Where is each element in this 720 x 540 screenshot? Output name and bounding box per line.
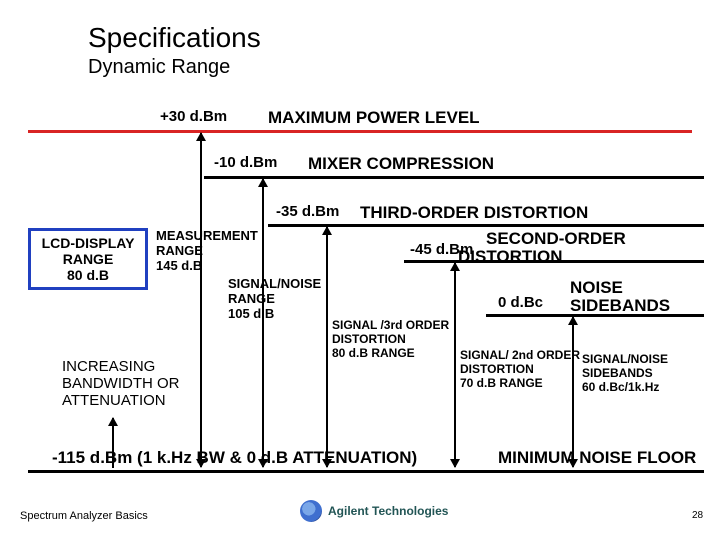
page-number: 28	[692, 510, 703, 521]
meas-line1: MEASUREMENT	[156, 228, 258, 243]
level-noise-name: NOISE SIDEBANDS	[570, 278, 670, 316]
level-mixer-value: -10 d.Bm	[214, 154, 277, 171]
rule-floor	[28, 470, 704, 473]
logo-block: Agilent Technologies	[300, 500, 448, 522]
lcd-line2: RANGE	[37, 251, 139, 267]
meas-line2: RANGE	[156, 243, 258, 258]
sigsn-line1: SIGNAL/NOISE	[582, 352, 668, 366]
logo-text: Agilent Technologies	[328, 504, 448, 518]
sig-second-block: SIGNAL/ 2nd ORDER DISTORTION 70 d.B RANG…	[460, 348, 580, 390]
increasing-block: INCREASING BANDWIDTH OR ATTENUATION	[62, 358, 180, 409]
sig-noise-block: SIGNAL/NOISE SIDEBANDS 60 d.Bc/1k.Hz	[582, 352, 668, 394]
level-floor-name: MINIMUM NOISE FLOOR	[498, 448, 696, 468]
level-third-value: -35 d.Bm	[276, 203, 339, 220]
level-second-name1: SECOND-ORDER	[486, 229, 626, 249]
sn-range-block: SIGNAL/NOISE RANGE 105 d.B	[228, 276, 321, 321]
level-max-value: +30 d.Bm	[160, 108, 227, 125]
arrow-sig-second	[454, 263, 456, 467]
arrow-meas-range	[200, 133, 202, 467]
inc-line1: INCREASING	[62, 358, 180, 375]
sig2-line2: DISTORTION	[460, 362, 580, 376]
level-noise-value: 0 d.Bc	[498, 294, 543, 311]
inc-line2: BANDWIDTH OR	[62, 375, 180, 392]
sig3-line3: 80 d.B RANGE	[332, 346, 449, 360]
meas-line3: 145 d.B	[156, 258, 258, 273]
level-third-name: THIRD-ORDER DISTORTION	[360, 203, 588, 223]
rule-third	[268, 224, 704, 227]
sig2-line3: 70 d.B RANGE	[460, 376, 580, 390]
lcd-line3: 80 d.B	[37, 267, 139, 283]
arrow-increasing-up	[112, 418, 114, 468]
arrow-sig-third	[326, 227, 328, 467]
arrow-sn-range	[262, 179, 264, 467]
level-max-name: MAXIMUM POWER LEVEL	[268, 108, 480, 128]
agilent-logo-icon	[300, 500, 322, 522]
sn-line2: RANGE	[228, 291, 321, 306]
rule-mixer	[204, 176, 704, 179]
page-subtitle: Dynamic Range	[88, 56, 230, 79]
meas-range-block: MEASUREMENT RANGE 145 d.B	[156, 228, 258, 273]
level-floor-value: -115 d.Bm (1 k.Hz BW & 0 d.B ATTENUATION…	[52, 448, 417, 468]
lcd-line1: LCD-DISPLAY	[37, 235, 139, 251]
rule-red-top	[28, 130, 692, 133]
inc-line3: ATTENUATION	[62, 392, 180, 409]
level-noise-name2: SIDEBANDS	[570, 296, 670, 316]
sig-third-block: SIGNAL /3rd ORDER DISTORTION 80 d.B RANG…	[332, 318, 449, 360]
page-title: Specifications	[88, 22, 261, 54]
arrow-sig-noise	[572, 317, 574, 467]
level-second-name2: DISTORTION	[458, 247, 626, 267]
level-second-name: SECOND-ORDER DISTORTION	[486, 229, 626, 267]
sn-line3: 105 d.B	[228, 306, 321, 321]
sn-line1: SIGNAL/NOISE	[228, 276, 321, 291]
level-mixer-name: MIXER COMPRESSION	[308, 154, 494, 174]
sig2-line1: SIGNAL/ 2nd ORDER	[460, 348, 580, 362]
lcd-display-box: LCD-DISPLAY RANGE 80 d.B	[28, 228, 148, 290]
sigsn-line2: SIDEBANDS	[582, 366, 668, 380]
footer-text: Spectrum Analyzer Basics	[20, 510, 148, 522]
sigsn-line3: 60 d.Bc/1k.Hz	[582, 380, 668, 394]
level-noise-name1: NOISE	[570, 278, 670, 298]
sig3-line2: DISTORTION	[332, 332, 449, 346]
sig3-line1: SIGNAL /3rd ORDER	[332, 318, 449, 332]
